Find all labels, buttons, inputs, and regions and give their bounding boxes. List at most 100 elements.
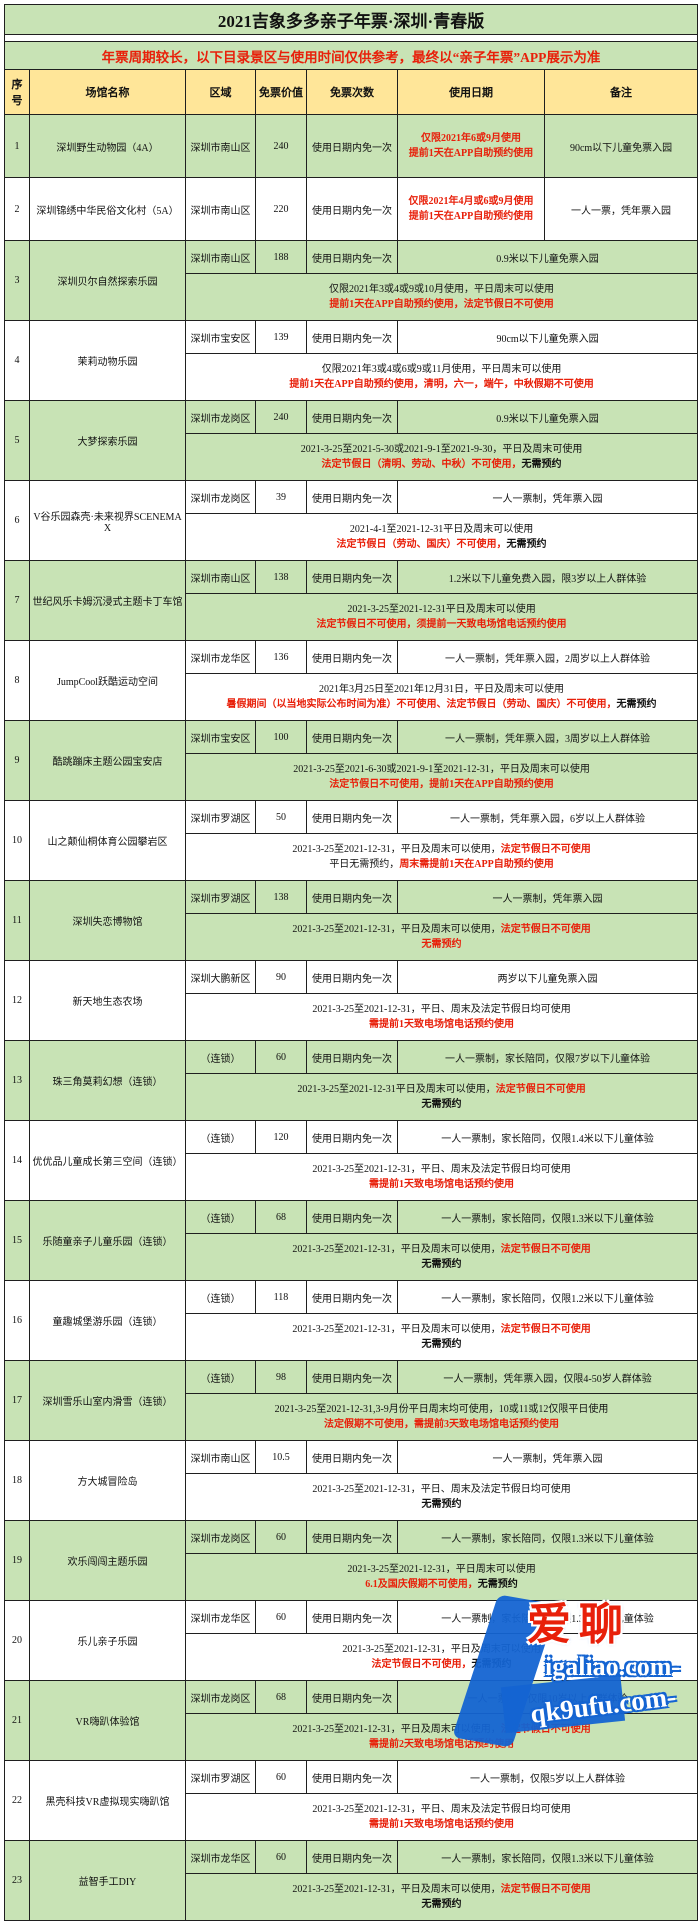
value-cell: 60	[255, 1520, 307, 1554]
date-text-segment: 2021-3-25至2021-12-31，平日、周末及法定节假日均可使用	[312, 1483, 571, 1495]
date-text-segment: 无需预约	[471, 1659, 512, 1670]
times-cell: 使用日期内免一次	[306, 880, 398, 914]
date-text-segment: 无需预约	[421, 1259, 462, 1270]
usage-date-cell: 2021-3-25至2021-12-31，平日、周末及法定节假日均可使用 需提前1…	[184, 993, 699, 1041]
date-text-segment: 法定节假日不可使用	[495, 1083, 586, 1095]
date-text-segment: 2021-3-25至2021-6-30或2021-9-1至2021-12-31，…	[293, 763, 590, 775]
date-text-segment: 周末需提前1天在APP自助预约使用	[399, 859, 554, 870]
region-cell: 深圳市龙华区	[185, 1600, 256, 1634]
date-text-segment: 平日无需预约，	[329, 859, 400, 870]
table-row-date-info: 2021-4-1至2021-12-31平日及周末可以使用 法定节假日（劳动、国庆）…	[5, 513, 699, 561]
region-cell: 深圳市南山区	[185, 240, 256, 274]
table-row: 18 方大城冒险岛 深圳市南山区 10.5 使用日期内免一次 一人一票制，凭年票入园	[4, 1440, 699, 1521]
region-cell: 深圳市龙岗区	[185, 480, 256, 514]
region-cell: 深圳市罗湖区	[185, 880, 256, 914]
date-text-segment: 无需预约	[421, 939, 462, 950]
table-row: 10 山之颠仙桐体育公园攀岩区 深圳市罗湖区 50 使用日期内免一次 一人一票制，凭年票入…	[4, 800, 699, 881]
table-row-date-info: 2021年3月25日至2021年12月31日，平日及周末可以使用 暑假期间（以当地…	[5, 673, 699, 721]
usage-date-cell: 2021-3-25至2021-12-31，平日周末可以使用 6.1及国庆假期不可使…	[184, 1553, 699, 1601]
table-row: 4 茉莉动物乐园 深圳市宝安区 139 使用日期内免一次 90cm以下儿童免票入园	[4, 320, 699, 401]
row-number-cell: 11	[4, 880, 30, 961]
usage-date-cell: 2021年3月25日至2021年12月31日，平日及周末可以使用 暑假期间（以当地…	[184, 673, 699, 721]
date-text-segment: 2021-3-25至2021-12-31，平日及周末可以使用，	[292, 843, 501, 855]
times-cell: 使用日期内免一次	[306, 1280, 398, 1314]
date-text-segment: 无需预约	[421, 1899, 462, 1910]
venue-name-cell: 乐儿亲子乐园	[29, 1600, 186, 1681]
venue-name-cell: JumpCool跃酷运动空间	[29, 640, 186, 721]
date-text-segment: 仅限2021年3或4或6或9或11月使用，平日周末可以使用	[321, 363, 562, 375]
table-row-date-info: 2021-3-25至2021-12-31，平日及周末可以使用，法定节假日不可使用…	[5, 1233, 699, 1281]
note-cell: 一人一票制，凭年票入园，6岁以上人群体验	[396, 800, 699, 834]
usage-date-cell: 仅限2021年3或4或6或9或11月使用，平日周末可以使用 提前1天在APP自助预…	[184, 353, 699, 401]
region-cell: 深圳市罗湖区	[185, 800, 256, 834]
value-cell: 120	[255, 1120, 307, 1154]
table-row-date-info: 2021-3-25至2021-12-31，平日、周末及法定节假日均可使用 需提前1…	[5, 1153, 699, 1201]
note-cell: 一人一票制，家长陪同，仅限1.3米以下儿童体验	[396, 1840, 699, 1874]
date-text-segment: 法定节假日（清明、劳动、中秋）不可使用，	[321, 459, 522, 470]
venue-name-cell: 茉莉动物乐园	[29, 320, 186, 401]
column-header-4: 免票次数	[306, 69, 398, 115]
table-row: 19 欢乐闯闯主题乐园 深圳市龙岗区 60 使用日期内免一次 一人一票制，家长陪同，仅限1…	[4, 1520, 699, 1601]
row-number-cell: 1	[4, 114, 30, 178]
row-number-cell: 3	[4, 240, 30, 321]
note-cell: 90cm以下儿童免票入园	[543, 114, 699, 178]
date-text-segment: 2021-3-25至2021-12-31，平日、周末及法定节假日均可使用	[312, 1803, 571, 1815]
date-text-segment: 无需预约	[477, 1579, 518, 1590]
region-cell: （连锁）	[185, 1200, 256, 1234]
column-header-6: 备注	[543, 69, 699, 115]
table-row-date-info: 2021-3-25至2021-12-31，平日及周末可以使用，法定节假日不可使用…	[5, 1713, 699, 1761]
row-number-cell: 17	[4, 1360, 30, 1441]
table-row-date-info: 2021-3-25至2021-12-31，平日及周末可以使用，法定节假日不可使用…	[5, 1313, 699, 1361]
venue-name-cell: 童趣城堡游乐园（连锁）	[29, 1280, 186, 1361]
venue-name-cell: 深圳锦绣中华民俗文化村（5A）	[29, 177, 186, 241]
row-number-cell: 9	[4, 720, 30, 801]
usage-date-cell: 2021-4-1至2021-12-31平日及周末可以使用 法定节假日（劳动、国庆）…	[184, 513, 699, 561]
region-cell: （连锁）	[185, 1040, 256, 1074]
column-header-0: 序号	[4, 69, 30, 115]
table-row: 22 黑壳科技VR虚拟现实嗨趴馆 深圳市罗湖区 60 使用日期内免一次 一人一票制，仅限5…	[4, 1760, 699, 1841]
region-cell: 深圳市龙岗区	[185, 1680, 256, 1714]
date-text-segment: 法定节假日不可使用，须提前一天致电场馆电话预约使用	[316, 619, 567, 630]
date-text-segment: 2021-3-25至2021-12-31，平日及周末可以使用，	[292, 1883, 501, 1895]
region-cell: 深圳市南山区	[185, 114, 256, 178]
value-cell: 100	[255, 720, 307, 754]
table-row: 13 珠三角莫莉幻想（连锁） （连锁） 60 使用日期内免一次 一人一票制，家长陪同，仅限…	[4, 1040, 699, 1121]
note-cell: 一人一票制，凭年票入园，仅限4-50岁人群体验	[396, 1360, 699, 1394]
venue-name-cell: 大梦探索乐园	[29, 400, 186, 481]
table-row-date-info: 2021-3-25至2021-12-31，平日及周末可以使用 法定节假日不可使用，…	[5, 1633, 699, 1681]
table-row: 7 世纪风乐卡姆沉浸式主题卡丁车馆 深圳市南山区 138 使用日期内免一次 1.2米以下儿…	[4, 560, 699, 641]
row-number-cell: 12	[4, 960, 30, 1041]
table-row: 11 深圳失恋博物馆 深圳市罗湖区 138 使用日期内免一次 一人一票制，凭年票入园	[4, 880, 699, 961]
usage-date-cell: 仅限2021年4月或6或9月使用 提前1天在APP自助预约使用	[397, 177, 545, 241]
usage-date-cell: 2021-3-25至2021-12-31平日及周末可以使用 法定节假日不可使用，须…	[184, 593, 699, 641]
table-row-date-info: 2021-3-25至2021-12-31平日及周末可以使用，法定节假日不可使用无…	[5, 1073, 699, 1121]
times-cell: 使用日期内免一次	[306, 1120, 398, 1154]
note-cell: 一人一票制，家长陪同，仅限1.3米以下儿童体验	[396, 1200, 699, 1234]
times-cell: 使用日期内免一次	[306, 400, 398, 434]
value-cell: 98	[255, 1360, 307, 1394]
times-cell: 使用日期内免一次	[306, 1840, 398, 1874]
date-text-segment: 提前1天在APP自助预约使用，法定节假日不可使用	[329, 299, 554, 310]
value-cell: 139	[255, 320, 307, 354]
date-text-segment: 2021-3-25至2021-12-31，平日、周末及法定节假日均可使用	[312, 1003, 571, 1015]
region-cell: 深圳市龙华区	[185, 1840, 256, 1874]
venue-name-cell: 新天地生态农场	[29, 960, 186, 1041]
date-text-segment: 法定节假日（劳动、国庆）不可使用，	[336, 539, 507, 550]
date-text-segment: 法定节假日不可使用	[500, 843, 591, 855]
times-cell: 使用日期内免一次	[306, 1200, 398, 1234]
venue-name-cell: V谷乐园森壳·未来视界SCENEMAX	[29, 480, 186, 561]
venue-name-cell: 深圳失恋博物馆	[29, 880, 186, 961]
date-text-segment: 2021-3-25至2021-12-31，平日、周末及法定节假日均可使用	[312, 1163, 571, 1175]
usage-date-cell: 2021-3-25至2021-12-31，平日及周末可以使用，法定节假日不可使用…	[184, 1233, 699, 1281]
times-cell: 使用日期内免一次	[306, 960, 398, 994]
times-cell: 使用日期内免一次	[306, 480, 398, 514]
column-header-2: 区域	[185, 69, 256, 115]
row-number-cell: 10	[4, 800, 30, 881]
note-cell: 一人一票，凭年票入园	[543, 177, 699, 241]
annual-pass-table: 2021吉象多多亲子年票·深圳·青春版 年票周期较长，以下目录景区与使用时间仅供…	[3, 4, 699, 1921]
note-cell: 1.2米以下儿童免费入园，限3岁以上人群体验	[396, 560, 699, 594]
spacer	[3, 34, 699, 42]
usage-date-cell: 2021-3-25至2021-12-31，平日及周末可以使用 法定节假日不可使用，…	[184, 1633, 699, 1681]
row-number-cell: 8	[4, 640, 30, 721]
row-number-cell: 23	[4, 1840, 30, 1921]
